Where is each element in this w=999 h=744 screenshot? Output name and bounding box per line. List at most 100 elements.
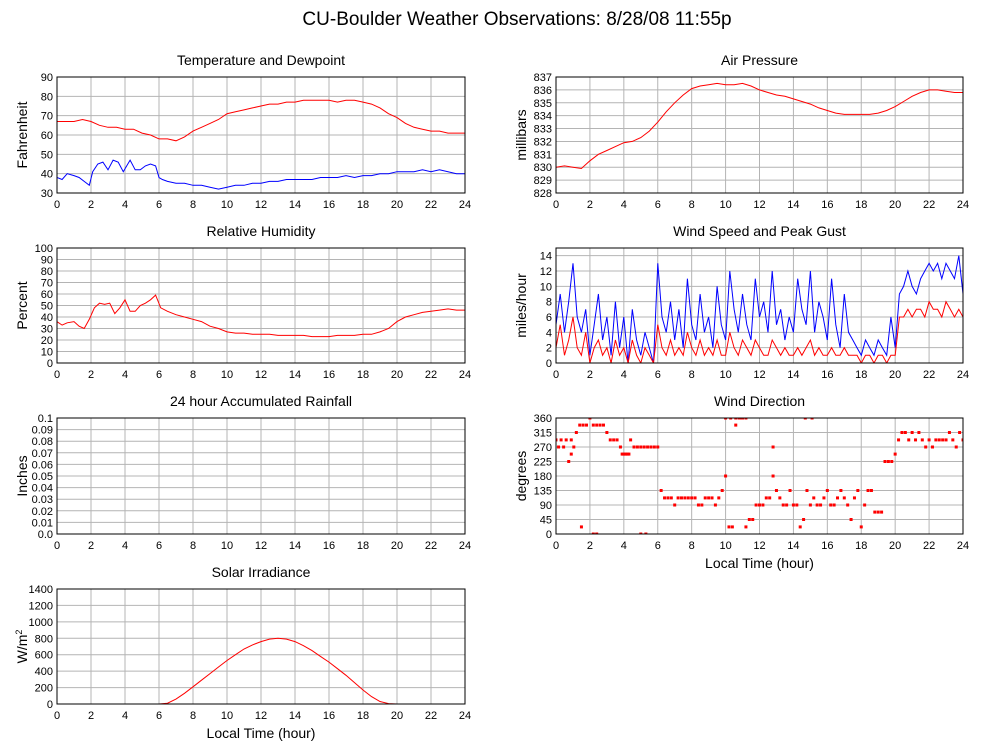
- data-point: [608, 438, 612, 442]
- x-tick-label: 18: [855, 369, 867, 381]
- x-tick-label: 18: [855, 540, 867, 552]
- x-tick-label: 4: [621, 199, 627, 211]
- x-tick-label: 12: [255, 710, 267, 722]
- x-tick-label: 16: [821, 540, 833, 552]
- series-line-1: [556, 82, 963, 170]
- y-tick-label: 800: [35, 633, 53, 645]
- y-axis-label-superscript: 2: [14, 630, 24, 635]
- x-tick-label: 8: [190, 199, 196, 211]
- x-tick-label: 22: [923, 369, 935, 381]
- y-tick-label: 0.0: [38, 529, 53, 541]
- x-tick-label: 2: [587, 369, 593, 381]
- data-point: [751, 518, 755, 521]
- x-tick-label: 2: [587, 540, 593, 552]
- y-tick-label: 200: [35, 683, 53, 695]
- data-point: [951, 438, 955, 442]
- data-point: [886, 460, 890, 463]
- y-tick-label: 0.08: [32, 436, 53, 448]
- data-point: [724, 474, 728, 478]
- data-point: [707, 496, 711, 500]
- chart-title: Solar Irradiance: [212, 564, 311, 580]
- data-point: [693, 496, 697, 500]
- data-point: [720, 489, 724, 492]
- data-point: [624, 452, 628, 456]
- data-point: [591, 532, 595, 534]
- data-point: [788, 489, 792, 492]
- plot-frame: [56, 588, 466, 705]
- data-point: [958, 431, 962, 434]
- y-tick-label: 1400: [29, 584, 53, 596]
- data-point: [622, 452, 626, 456]
- x-tick-label: 2: [88, 710, 94, 722]
- data-point: [620, 452, 624, 456]
- x-tick-label: 0: [553, 540, 559, 552]
- series-line-1: [57, 294, 465, 338]
- x-tick-label: 16: [821, 369, 833, 381]
- x-tick-label: 24: [957, 199, 969, 211]
- data-point: [937, 438, 941, 442]
- y-tick-label: 830: [534, 162, 552, 174]
- data-point: [629, 438, 633, 442]
- data-point: [649, 445, 653, 449]
- series-group: [556, 418, 963, 534]
- data-point: [632, 445, 636, 449]
- x-tick-label: 4: [122, 199, 128, 211]
- data-point: [819, 503, 823, 507]
- data-point: [635, 445, 639, 449]
- x-tick-label: 10: [719, 540, 731, 552]
- y-tick-label: 0.09: [32, 425, 53, 437]
- x-tick-label: 18: [357, 369, 369, 381]
- data-point: [920, 438, 924, 442]
- x-tick-label: 6: [156, 369, 162, 381]
- y-axis-label: Percent: [14, 281, 30, 329]
- y-tick-label: 90: [41, 255, 53, 267]
- data-point: [944, 438, 948, 442]
- y-axis-label: millibars: [513, 109, 529, 160]
- y-tick-label: 30: [41, 324, 53, 336]
- x-tick-label: 4: [621, 540, 627, 552]
- data-point: [669, 496, 673, 500]
- data-point: [673, 503, 677, 507]
- data-point: [559, 438, 563, 442]
- data-point: [774, 489, 778, 492]
- data-point: [679, 496, 683, 500]
- y-tick-label: 30: [41, 188, 53, 200]
- plot-frame: [56, 417, 466, 535]
- x-tick-label: 10: [221, 540, 233, 552]
- y-tick-label: 80: [41, 91, 53, 103]
- series-line-2: [556, 300, 963, 363]
- x-tick-label: 22: [425, 199, 437, 211]
- data-point: [805, 489, 809, 492]
- data-point: [598, 423, 602, 427]
- data-point: [802, 518, 806, 521]
- x-tick-label: 16: [323, 540, 335, 552]
- series-line-1: [57, 99, 465, 142]
- x-tick-label: 18: [357, 710, 369, 722]
- data-point: [961, 438, 963, 442]
- data-point: [880, 510, 884, 514]
- data-point: [954, 445, 958, 449]
- data-point: [808, 503, 812, 507]
- x-tick-label: 20: [889, 369, 901, 381]
- data-point: [703, 496, 707, 500]
- x-tick-label: 24: [459, 199, 471, 211]
- y-tick-label: 10: [41, 347, 53, 359]
- data-point: [907, 438, 911, 442]
- y-tick-label: 831: [534, 149, 552, 161]
- data-point: [761, 503, 765, 507]
- y-tick-label: 2: [546, 343, 552, 355]
- y-tick-label: 10: [540, 281, 552, 293]
- data-point: [646, 445, 650, 449]
- data-point: [724, 418, 728, 420]
- data-point: [781, 503, 785, 507]
- data-point: [903, 431, 907, 434]
- data-point: [588, 418, 592, 420]
- chart-title: Air Pressure: [721, 52, 798, 68]
- x-tick-label: 22: [425, 540, 437, 552]
- data-point: [810, 418, 814, 420]
- x-tick-label: 10: [719, 199, 731, 211]
- data-point: [859, 525, 863, 529]
- data-point: [856, 489, 860, 492]
- x-tick-label: 14: [289, 540, 301, 552]
